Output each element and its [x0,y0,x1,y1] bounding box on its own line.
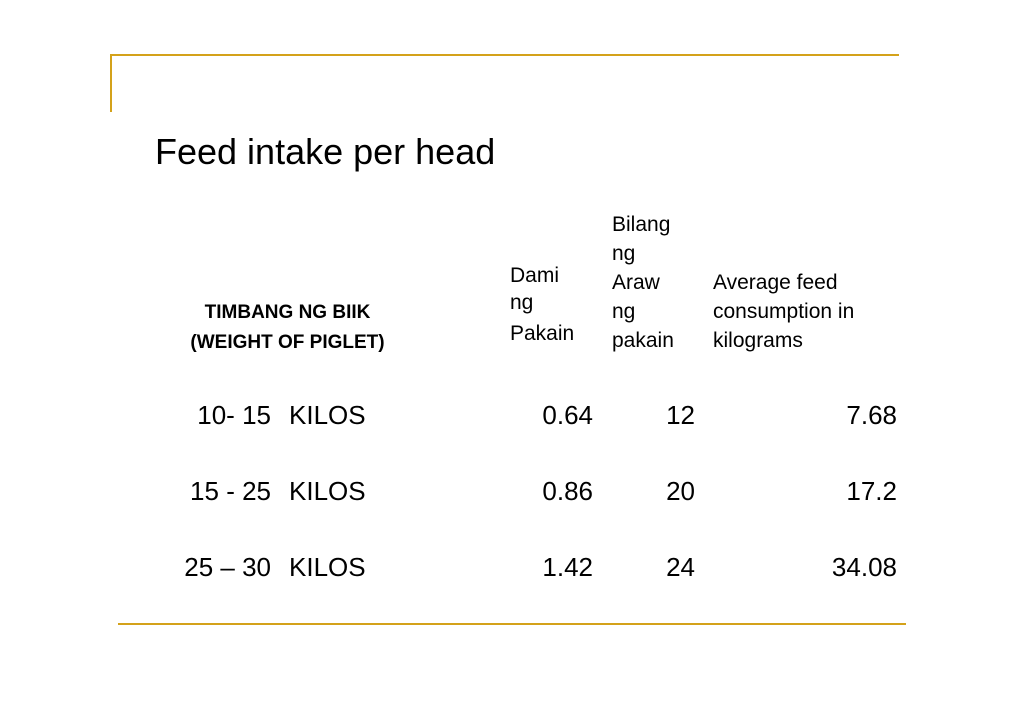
feeding-days: 12 [666,400,695,430]
header-weight-line-1: TIMBANG NG BIIK [204,302,371,323]
header-dami-line-1: Dami [510,264,560,287]
header-weight: TIMBANG NG BIIK (WEIGHT OF PIGLET) [150,298,425,358]
header-dami-ng-pakain: Dami ng Pakain [510,261,600,353]
header-average-line-3: kilograms [713,329,803,352]
header-bilang-line-3: Araw [612,271,660,294]
bottom-accent-line [118,623,906,625]
feed-amount: 0.86 [542,476,593,506]
header-average-consumption: Average feed consumption in kilograms [713,268,903,355]
weight-unit: KILOS [289,552,366,582]
average-consumption: 7.68 [846,400,897,430]
slide-title: Feed intake per head [155,131,496,172]
average-consumption: 34.08 [831,552,897,582]
feeding-days: 20 [666,476,695,506]
header-average-line-1: Average feed [713,271,838,294]
header-dami-line-3: Pakain [510,322,575,345]
header-average-line-2: consumption in [713,300,855,323]
weight-range: 10- 15 [197,400,271,430]
feed-amount: 1.42 [542,552,593,582]
left-accent-line [110,54,112,112]
header-bilang-line-4: ng [612,300,636,323]
average-consumption: 17.2 [846,476,897,506]
weight-range: 15 - 25 [190,476,271,506]
header-bilang-line-5: pakain [612,329,674,352]
table-row: 10- 15 KILOS 0.64 12 7.68 [0,395,1024,435]
header-weight-line-2: (WEIGHT OF PIGLET) [190,332,385,353]
header-bilang-line-2: ng [612,242,636,265]
header-bilang-ng-araw: Bilang ng Araw ng pakain [612,210,707,355]
weight-unit: KILOS [289,476,366,506]
weight-range: 25 – 30 [184,552,271,582]
weight-unit: KILOS [289,400,366,430]
header-dami-line-2: ng [510,291,534,314]
table-row: 25 – 30 KILOS 1.42 24 34.08 [0,547,1024,587]
top-accent-line [110,54,899,56]
header-bilang-line-1: Bilang [612,213,671,236]
feeding-days: 24 [666,552,695,582]
table-row: 15 - 25 KILOS 0.86 20 17.2 [0,471,1024,511]
feed-amount: 0.64 [542,400,593,430]
